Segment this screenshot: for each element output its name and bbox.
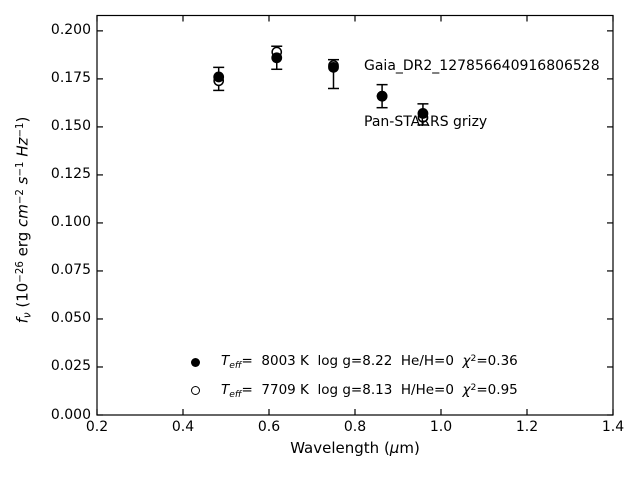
y-tick-label: 0.100 xyxy=(50,214,91,231)
text-segment: μ xyxy=(389,439,400,457)
filled-circle-marker xyxy=(271,52,283,64)
text-segment: T xyxy=(221,381,230,398)
text-segment: Hz xyxy=(13,137,32,157)
x-tick-label: 1.0 xyxy=(429,419,453,435)
filled-circle-marker xyxy=(213,71,225,83)
text-segment: = 8003 K log g=8.22 He/H=0 xyxy=(241,353,463,370)
filled-circle-marker xyxy=(417,108,429,119)
text-segment xyxy=(14,184,32,189)
text-segment: −1 xyxy=(15,122,26,138)
y-tick-label: 0.050 xyxy=(50,310,91,327)
text-segment: −2 xyxy=(15,189,26,205)
legend-entry: Teff= 8003 K log g=8.22 He/H=0 χ2=0.36 xyxy=(191,353,518,371)
text-segment: Wavelength ( xyxy=(290,439,390,457)
text-segment: −26 xyxy=(15,261,26,283)
text-segment: cm xyxy=(13,204,32,227)
text-segment: (10 xyxy=(13,282,32,313)
legend: Teff= 8003 K log g=8.22 He/H=0 χ2=0.36 Te… xyxy=(191,353,518,410)
text-segment: 2 xyxy=(470,381,477,393)
text-segment: = 7709 K log g=8.13 H/He=0 xyxy=(241,381,463,398)
text-segment: =0.36 xyxy=(476,353,518,370)
y-tick-label: 0.000 xyxy=(50,406,91,423)
x-tick-label: 0.2 xyxy=(85,419,109,435)
y-axis-label: fν (10−26 erg cm−2 s−1 Hz−1) xyxy=(11,10,34,430)
text-segment: T xyxy=(221,353,230,370)
x-tick-label: 0.6 xyxy=(257,419,281,435)
x-axis-label: Wavelength (μm) xyxy=(97,438,613,458)
source-id-label: Gaia_DR2_127856640916806528 xyxy=(364,58,600,74)
x-tick-label: 1.4 xyxy=(601,419,625,435)
y-tick-label: 0.025 xyxy=(50,358,91,375)
filled-circle-icon xyxy=(191,357,200,367)
filled-circle-marker xyxy=(328,61,339,73)
y-tick-label: 0.175 xyxy=(50,70,91,87)
source-annotation: Gaia_DR2_127856640916806528 Pan-STARRS g… xyxy=(364,20,600,168)
text-segment: s xyxy=(13,176,32,185)
text-segment: χ xyxy=(462,381,471,398)
legend-entry-label: Teff= 8003 K log g=8.22 He/H=0 χ2=0.36 xyxy=(221,353,518,371)
text-segment: eff xyxy=(229,359,242,371)
y-tick-label: 0.075 xyxy=(50,262,91,279)
text-segment xyxy=(14,157,32,162)
y-tick-label: 0.200 xyxy=(50,22,91,39)
open-circle-icon xyxy=(191,386,200,395)
y-tick-label: 0.125 xyxy=(50,166,91,183)
text-segment: 2 xyxy=(470,353,477,365)
text-segment: m) xyxy=(399,439,420,457)
x-tick-label: 0.4 xyxy=(171,419,195,435)
text-segment: −1 xyxy=(15,161,26,177)
text-segment: ν xyxy=(22,312,34,319)
text-segment: =0.95 xyxy=(476,381,518,398)
text-segment: erg xyxy=(13,226,32,262)
y-tick-label: 0.150 xyxy=(50,118,91,135)
survey-label: Pan-STARRS grizy xyxy=(364,113,488,130)
x-tick-label: 1.2 xyxy=(515,419,539,435)
legend-entry: Teff= 7709 K log g=8.13 H/He=0 χ2=0.95 xyxy=(191,382,518,400)
text-segment: χ xyxy=(462,353,471,370)
legend-entry-label: Teff= 7709 K log g=8.13 H/He=0 χ2=0.95 xyxy=(221,382,518,400)
text-segment: ) xyxy=(13,116,32,123)
x-tick-label: 0.8 xyxy=(343,419,367,435)
text-segment: f xyxy=(13,318,32,324)
text-segment: eff xyxy=(229,388,242,400)
filled-circle-marker xyxy=(376,90,388,102)
